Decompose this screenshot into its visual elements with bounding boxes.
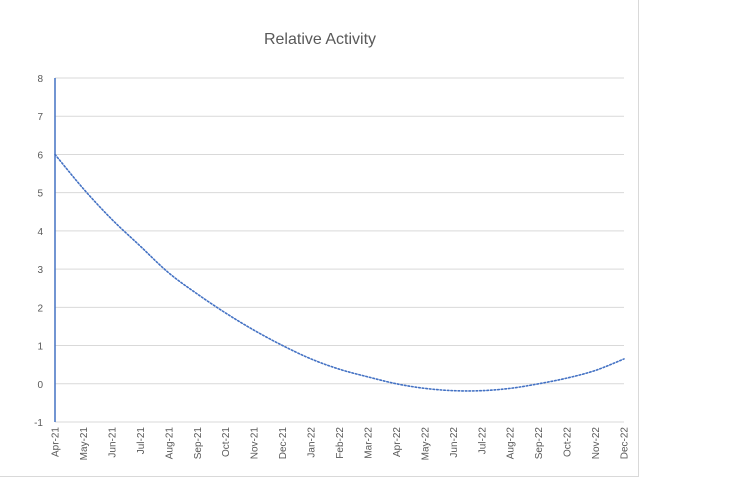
gridlines <box>55 77 624 423</box>
x-tick-label: Jun-22 <box>449 427 460 458</box>
y-tick-label: 3 <box>37 265 43 276</box>
x-tick-label: Nov-21 <box>250 427 261 460</box>
y-tick-label: 2 <box>37 303 43 314</box>
x-tick-label: Dec-21 <box>278 427 289 460</box>
x-tick-label: Aug-21 <box>164 427 175 460</box>
x-tick-label: Apr-21 <box>51 427 62 457</box>
x-tick-label: May-21 <box>79 427 90 461</box>
x-tick-label: Oct-21 <box>221 427 232 457</box>
y-tick-label: -1 <box>34 418 43 429</box>
y-tick-label: 4 <box>37 227 43 238</box>
data-points <box>54 153 625 391</box>
y-axis-tick-labels: -1 0 1 2 3 4 5 6 7 8 <box>34 74 43 429</box>
y-tick-label: 5 <box>37 189 43 200</box>
y-tick-label: 8 <box>37 74 43 85</box>
y-tick-label: 7 <box>37 112 43 123</box>
y-tick-label: 1 <box>37 342 43 353</box>
x-axis-tick-labels: Apr-21 May-21 Jun-21 Jul-21 Aug-21 Sep-21 Oct-… <box>51 427 631 461</box>
y-tick-label: 6 <box>37 150 43 161</box>
x-tick-label: Jul-22 <box>477 427 488 455</box>
x-tick-label: Aug-22 <box>506 427 517 460</box>
x-tick-label: Dec-22 <box>620 427 631 460</box>
x-tick-label: Feb-22 <box>335 427 346 459</box>
x-tick-label: Sep-21 <box>193 427 204 460</box>
y-tick-label: 0 <box>37 380 43 391</box>
x-tick-label: Jan-22 <box>307 427 318 458</box>
chart-area <box>0 0 639 477</box>
chart-title: Relative Activity <box>264 31 376 48</box>
x-tick-label: Oct-22 <box>563 427 574 457</box>
x-tick-label: Sep-22 <box>534 427 545 460</box>
x-tick-label: Mar-22 <box>363 427 374 459</box>
x-tick-label: Apr-22 <box>392 427 403 457</box>
x-tick-label: Nov-22 <box>591 427 602 460</box>
x-tick-label: Jul-21 <box>136 427 147 455</box>
series-line <box>54 153 625 392</box>
x-tick-label: May-22 <box>420 427 431 461</box>
x-tick-label: Jun-21 <box>107 427 118 458</box>
